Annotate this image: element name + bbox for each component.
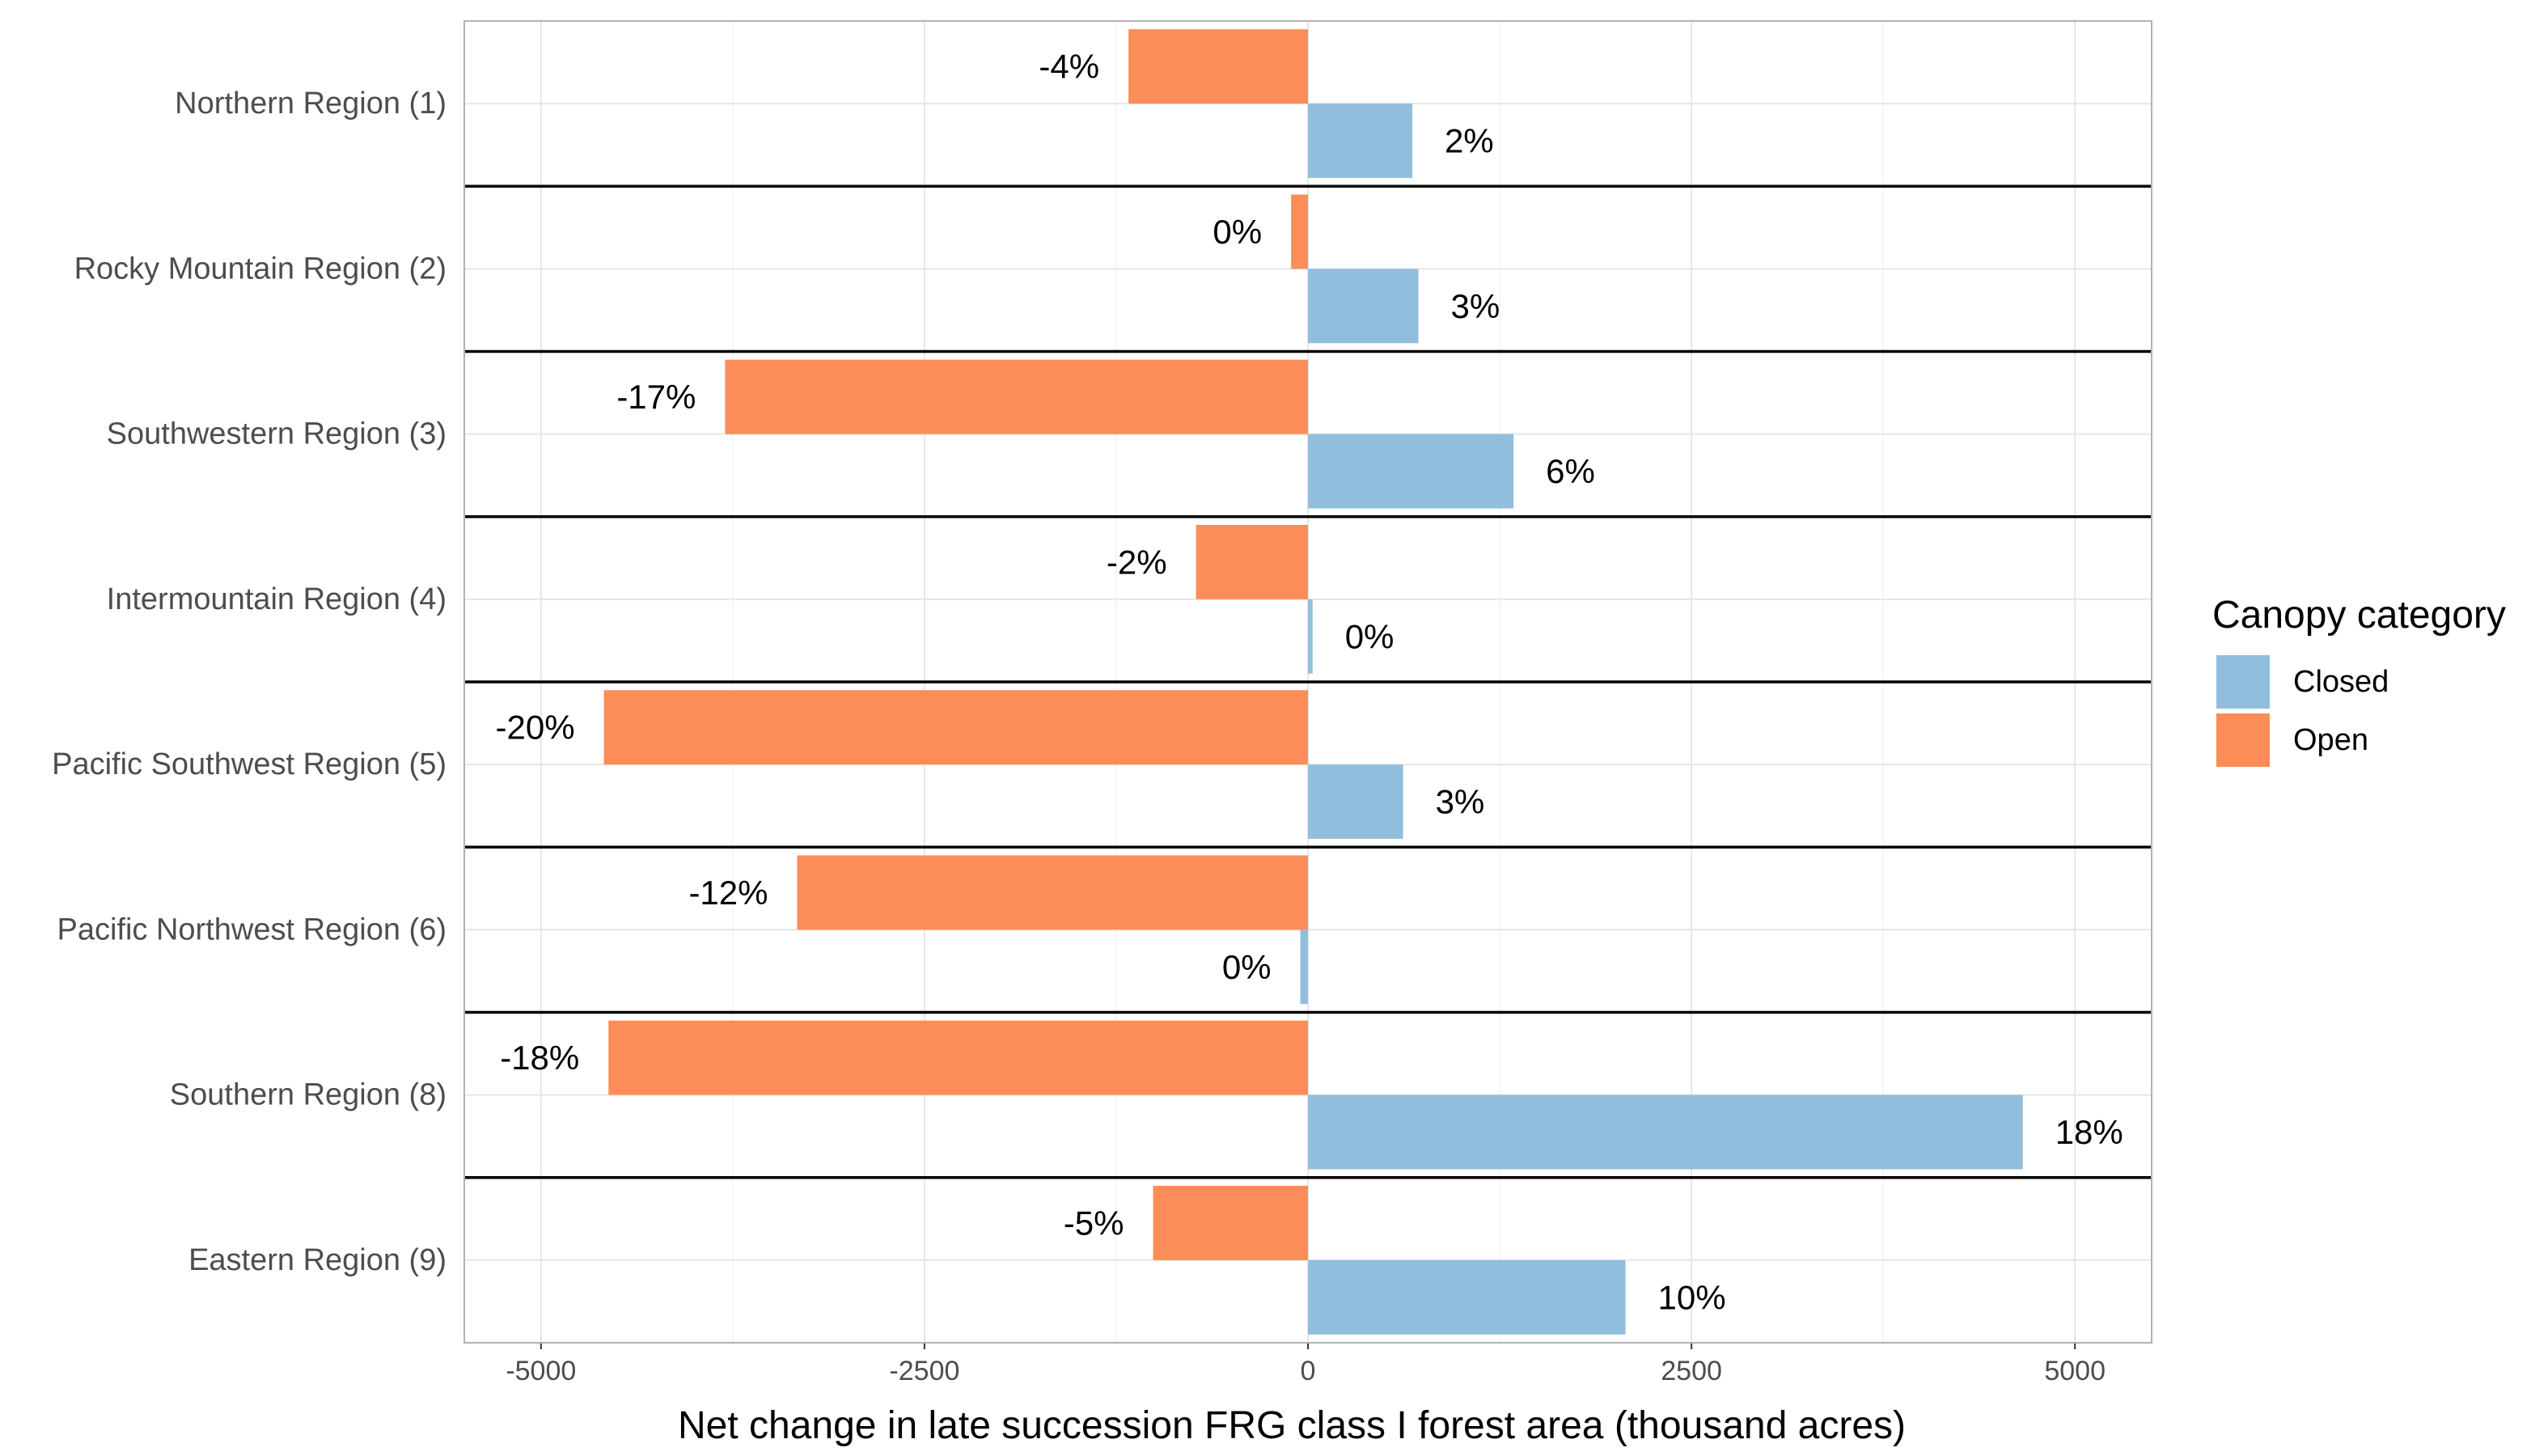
y-tick-label: Rocky Mountain Region (2) bbox=[74, 252, 447, 286]
x-tick-labels: -5000 -2500 0 2500 5000 bbox=[506, 1343, 2106, 1386]
bar-percent-label: -20% bbox=[496, 709, 575, 747]
bar-percent-label: 0% bbox=[1222, 948, 1272, 986]
x-tick-label: 2500 bbox=[1661, 1356, 1722, 1386]
x-tick-label: -2500 bbox=[889, 1356, 959, 1386]
y-tick-label: Eastern Region (9) bbox=[188, 1243, 447, 1277]
bar-open bbox=[725, 359, 1308, 434]
x-tick-label: 0 bbox=[1301, 1356, 1316, 1386]
bar-closed bbox=[1308, 599, 1313, 674]
bar-open bbox=[1291, 194, 1308, 269]
bar-percent-label: -18% bbox=[500, 1039, 579, 1077]
bars bbox=[603, 29, 2023, 1335]
bar-percent-label: -5% bbox=[1064, 1204, 1124, 1242]
legend-label: Open bbox=[2293, 723, 2368, 757]
x-tick-label: 5000 bbox=[2044, 1356, 2106, 1386]
bar-percent-label: 6% bbox=[1546, 452, 1595, 490]
bar-open bbox=[608, 1020, 1308, 1095]
y-tick-label: Northern Region (1) bbox=[175, 87, 447, 121]
bar-percent-label: 3% bbox=[1436, 783, 1485, 821]
bar-closed bbox=[1308, 764, 1403, 840]
bar-open bbox=[603, 690, 1308, 765]
y-tick-label: Pacific Southwest Region (5) bbox=[52, 747, 447, 781]
legend: Canopy category Closed Open bbox=[2212, 594, 2506, 767]
bar-percent-label: -2% bbox=[1107, 543, 1167, 581]
y-tick-label: Southern Region (8) bbox=[170, 1078, 447, 1112]
bar-percent-label: 0% bbox=[1345, 617, 1395, 655]
x-tick-label: -5000 bbox=[506, 1356, 576, 1386]
bar-closed bbox=[1308, 104, 1412, 179]
bar-percent-label: -12% bbox=[688, 874, 768, 912]
legend-key-closed bbox=[2216, 655, 2270, 709]
bar-closed bbox=[1308, 434, 1514, 509]
bar-percent-label: -4% bbox=[1039, 48, 1099, 86]
bar-percent-label: 0% bbox=[1213, 213, 1262, 251]
bar-closed bbox=[1300, 929, 1308, 1005]
legend-label: Closed bbox=[2293, 665, 2389, 699]
bar-percent-label: 2% bbox=[1445, 122, 1494, 160]
panel-border bbox=[463, 20, 2152, 1344]
bar-closed bbox=[1308, 1259, 1626, 1335]
x-axis-label: Net change in late succession FRG class … bbox=[678, 1404, 1906, 1447]
bar-percent-label: 10% bbox=[1658, 1278, 1726, 1316]
y-tick-label: Intermountain Region (4) bbox=[107, 582, 447, 616]
y-tick-label: Pacific Northwest Region (6) bbox=[57, 912, 447, 946]
bar-percent-label: -17% bbox=[616, 378, 696, 416]
legend-title: Canopy category bbox=[2212, 594, 2506, 637]
bar-percent-label: 3% bbox=[1451, 287, 1500, 325]
bar-open bbox=[1196, 524, 1308, 599]
bar-closed bbox=[1308, 269, 1419, 344]
bar-percent-label: 18% bbox=[2055, 1113, 2123, 1151]
bar-open bbox=[1153, 1185, 1308, 1260]
bar-open bbox=[1128, 29, 1308, 104]
region-separators bbox=[464, 184, 2152, 1179]
bar-labels: -4% 2% 0% 3% -17% 6% -2% 0% -20% 3% -12% 0% -18% 18% -… bbox=[496, 48, 2123, 1317]
bar-closed bbox=[1308, 1094, 2023, 1170]
bar-open bbox=[797, 855, 1308, 930]
y-tick-label: Southwestern Region (3) bbox=[107, 417, 447, 451]
legend-key-open bbox=[2216, 713, 2270, 767]
y-tick-labels: Northern Region (1) Rocky Mountain Region… bbox=[52, 87, 447, 1277]
